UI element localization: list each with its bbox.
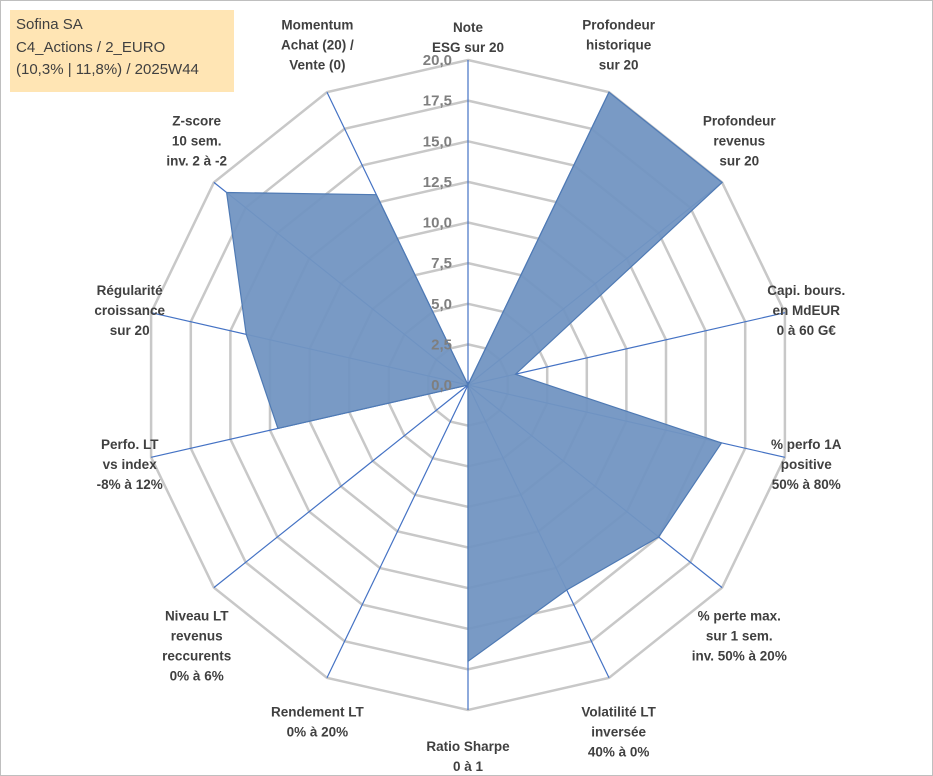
axis-label-line: Ratio Sharpe — [426, 739, 510, 754]
axis-label-line: historique — [586, 37, 652, 52]
axis-label-line: Momentum — [281, 17, 353, 32]
axis-label-line: inv. 50% à 20% — [692, 648, 787, 663]
axis-label-line: inv. 2 à -2 — [166, 154, 227, 169]
axis-label-line: revenus — [171, 628, 223, 643]
axis-label-5: % perte max. sur 1 sem. inv. 50% à 20% — [692, 608, 787, 663]
axis-label-line: Capi. bours. — [767, 283, 845, 298]
axis-label-6: Volatilité LT inversée 40% à 0% — [581, 705, 656, 760]
axis-label-line: Profondeur — [582, 17, 655, 32]
axis-label-line: positive — [781, 457, 833, 472]
axis-label-8: Rendement LT 0% à 20% — [271, 705, 365, 740]
axis-label-line: 0 à 1 — [453, 759, 484, 774]
tick-label: 12,5 — [423, 174, 452, 191]
axis-label-2: Profondeur revenus sur 20 — [703, 114, 776, 169]
axis-label-line: sur 20 — [110, 323, 150, 338]
axis-label-1: Profondeur historique sur 20 — [582, 17, 655, 72]
axis-label-line: Vente (0) — [289, 57, 345, 72]
axis-label-line: revenus — [713, 134, 765, 149]
axis-label-line: reccurents — [162, 648, 231, 663]
axis-label-line: 0% à 20% — [287, 725, 349, 740]
axis-label-line: % perfo 1A — [771, 437, 842, 452]
spoke-8 — [326, 384, 469, 679]
tick-label: 10,0 — [423, 215, 452, 232]
axis-label-line: 0% à 6% — [170, 668, 224, 683]
axis-label-0: Note ESG sur 20 — [432, 20, 504, 55]
axis-label-9: Niveau LT revenus reccurents 0% à 6% — [162, 608, 231, 683]
axis-label-line: Profondeur — [703, 114, 776, 129]
tick-label: 2,5 — [431, 336, 452, 353]
axis-label-10: Perfo. LT vs index -8% à 12% — [97, 437, 163, 492]
spoke-3 — [467, 312, 786, 386]
axis-label-line: -8% à 12% — [97, 477, 163, 492]
axis-label-line: 10 sem. — [172, 134, 222, 149]
axis-label-line: ESG sur 20 — [432, 40, 504, 55]
info-box: Sofina SA C4_Actions / 2_EURO (10,3% | 1… — [10, 10, 234, 92]
axis-label-line: sur 1 sem. — [706, 628, 773, 643]
axis-label-line: Achat (20) / — [281, 37, 354, 52]
axis-label-line: Volatilité LT — [581, 705, 656, 720]
axis-label-line: sur 20 — [719, 154, 759, 169]
axis-label-line: Note — [453, 20, 483, 35]
tick-label: 5,0 — [431, 296, 452, 313]
axis-label-13: Momentum Achat (20) / Vente (0) — [281, 17, 354, 72]
data-area — [225, 91, 724, 663]
axis-label-12: Z-score 10 sem. inv. 2 à -2 — [166, 114, 227, 169]
axis-label-line: 40% à 0% — [588, 745, 650, 760]
tick-label: 20,0 — [423, 52, 452, 69]
axis-label-line: Régularité — [97, 283, 164, 298]
axis-label-line: Perfo. LT — [101, 437, 159, 452]
axis-label-line: 50% à 80% — [772, 477, 841, 492]
axis-label-line: Z-score — [172, 114, 221, 129]
period-label: (10,3% | 11,8%) / 2025W44 — [16, 61, 199, 78]
tick-label: 17,5 — [423, 93, 452, 110]
axis-label-line: 0 à 60 G€ — [777, 323, 837, 338]
axis-label-line: vs index — [103, 457, 158, 472]
axis-label-line: en MdEUR — [773, 303, 841, 318]
tick-label: 7,5 — [431, 255, 452, 272]
axis-label-11: Régularité croissance sur 20 — [94, 283, 165, 338]
axis-label-line: % perte max. — [698, 608, 781, 623]
tick-label: 0,0 — [431, 377, 452, 394]
axis-label-7: Ratio Sharpe 0 à 1 — [426, 739, 510, 774]
company-name: Sofina SA — [16, 16, 83, 33]
axis-label-line: Niveau LT — [165, 608, 229, 623]
spoke-9 — [213, 384, 469, 589]
axis-label-3: Capi. bours. en MdEUR 0 à 60 G€ — [767, 283, 845, 338]
tick-label: 15,0 — [423, 133, 452, 150]
axis-label-line: croissance — [94, 303, 165, 318]
axis-label-line: inversée — [591, 725, 646, 740]
axis-label-4: % perfo 1A positive 50% à 80% — [771, 437, 842, 492]
axis-label-line: Rendement LT — [271, 705, 365, 720]
axis-label-line: sur 20 — [599, 57, 639, 72]
category-label: C4_Actions / 2_EURO — [16, 38, 166, 56]
